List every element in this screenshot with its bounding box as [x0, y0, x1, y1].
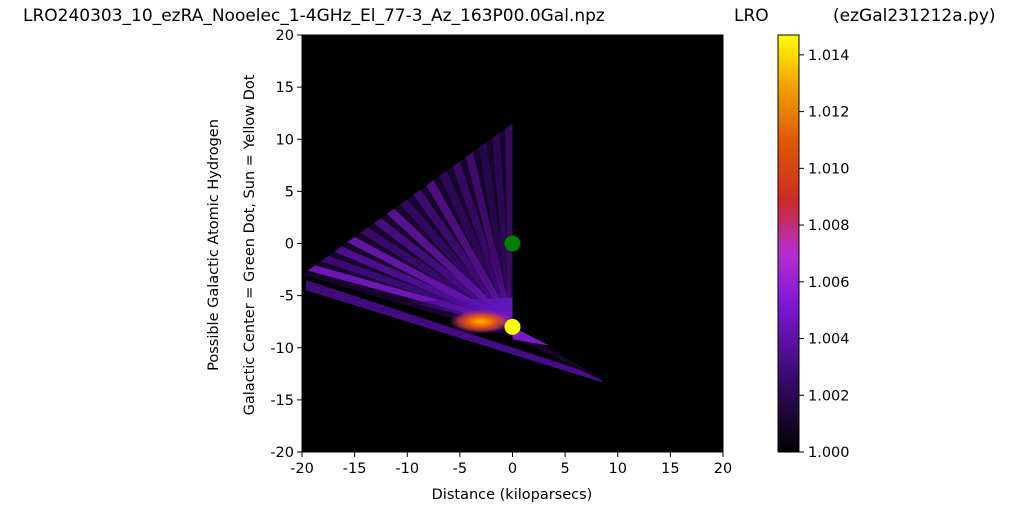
- y-tick-label: -5: [280, 289, 294, 305]
- figure-title-filename: LRO240303_10_ezRA_Nooelec_1-4GHz_El_77-3…: [23, 6, 605, 26]
- emission-peak: [448, 309, 513, 334]
- y-axis-label-line1: Possible Galactic Atomic Hydrogen: [206, 119, 222, 371]
- x-tick-label: 10: [609, 461, 627, 477]
- colorbar-tick-label: 1.010: [808, 161, 850, 177]
- y-tick-label: 20: [276, 28, 294, 44]
- y-tick-label: 0: [285, 237, 294, 253]
- x-tick-label: 5: [561, 461, 570, 477]
- y-tick-label: 15: [276, 80, 294, 96]
- y-axis-ticks: 20 15 10 5 0 -5 -10 -15 -20: [270, 28, 302, 461]
- y-tick-label: 10: [276, 132, 294, 148]
- colorbar-tick-label: 1.006: [808, 275, 850, 291]
- x-tick-label: -15: [343, 461, 367, 477]
- y-tick-label: 5: [285, 184, 294, 200]
- y-tick-label: -20: [270, 445, 294, 461]
- colorbar-tick-label: 1.004: [808, 332, 850, 348]
- colorbar-tick-label: 1.000: [808, 445, 850, 461]
- y-tick-label: -15: [270, 393, 294, 409]
- sun-marker: [504, 318, 521, 335]
- x-axis-label: Distance (kiloparsecs): [432, 487, 593, 503]
- x-tick-label: -5: [453, 461, 467, 477]
- galactic-center-marker: [504, 235, 521, 252]
- x-axis-ticks: -20 -15 -10 -5 0 5 10 15 20: [290, 452, 732, 477]
- colorbar-tick-label: 1.002: [808, 388, 850, 404]
- colorbar-tick-label: 1.012: [808, 105, 850, 121]
- colorbar: [777, 34, 800, 453]
- x-tick-label: -10: [395, 461, 419, 477]
- figure-title-station: LRO: [734, 6, 769, 26]
- marker-layer: [504, 235, 521, 335]
- figure-title-program: (ezGal231212a.py): [833, 6, 996, 26]
- wedge-band: [465, 151, 513, 325]
- wedge-band: [439, 170, 513, 325]
- x-tick-label: 20: [714, 461, 732, 477]
- colorbar-tick-label: 1.008: [808, 218, 850, 234]
- wedge-band: [426, 180, 513, 325]
- x-tick-label: -20: [290, 461, 314, 477]
- figure-title-row: LRO240303_10_ezRA_Nooelec_1-4GHz_El_77-3…: [0, 6, 1024, 30]
- wedge-band: [452, 161, 513, 325]
- colorbar-ticks: 1.000 1.002 1.004 1.006 1.008 1.010 1.012 1.014: [799, 48, 850, 461]
- colorbar-tick-label: 1.014: [808, 48, 850, 64]
- wedge-band: [413, 189, 513, 325]
- wedge-band: [400, 199, 513, 325]
- wedge-band: [492, 133, 513, 325]
- wedge-band: [505, 123, 513, 325]
- wedge-band: [478, 142, 513, 325]
- hydrogen-emission-wedge: [302, 123, 604, 383]
- y-axis-label-line2: Galactic Center = Green Dot, Sun = Yello…: [242, 74, 258, 415]
- wedge-lower-streak: [305, 288, 604, 383]
- x-tick-label: 0: [508, 461, 517, 477]
- x-tick-label: 15: [661, 461, 679, 477]
- wedge-lower-arm: [512, 326, 550, 346]
- wedge-band: [386, 208, 513, 325]
- wedge-band: [373, 218, 513, 325]
- y-tick-label: -10: [270, 341, 294, 357]
